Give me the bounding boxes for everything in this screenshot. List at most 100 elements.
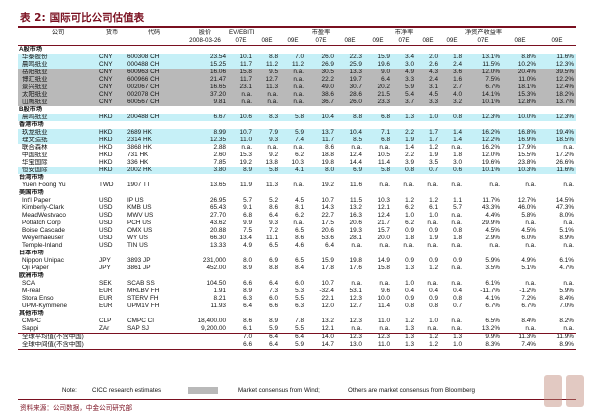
metric-value: 13.8 — [265, 159, 278, 166]
metric-value: 4.5% — [521, 227, 536, 234]
metric-value: 7.0% — [559, 302, 574, 310]
ticker: IP US — [127, 196, 144, 204]
company-name: Temple-Inland — [22, 242, 63, 249]
table-title-text: 国际可比公司估值表 — [49, 12, 145, 24]
section-header-row: 美国市场 — [18, 189, 576, 197]
metric-value: 13.7 — [306, 129, 336, 137]
metric-value: 5.9% — [485, 257, 500, 264]
table-body: 公司货币代码股价EV/EBITDA市盈率市净率净资产收益率2008-03-260… — [18, 29, 576, 350]
section-header-row: A股市场 — [18, 46, 576, 54]
metric-value: 10.3 — [291, 159, 304, 166]
ticker: 002078 CH — [126, 91, 182, 99]
header-cell: 货币 — [105, 29, 119, 36]
price: 15.25 — [182, 61, 228, 69]
section-label: 美国市场 — [19, 189, 44, 197]
company-name: Int'l Paper — [22, 196, 51, 204]
header-cell — [126, 37, 182, 46]
metric-value: 12.4 — [349, 151, 362, 159]
metric-value: 11.7 — [228, 76, 254, 84]
metric-value: 0.4 — [429, 287, 438, 295]
metric-value: 5.1% — [521, 264, 536, 272]
metric-value: 0.4 — [405, 287, 414, 295]
price: 21.47 — [182, 76, 228, 84]
metric-value: 1.8 — [453, 151, 462, 159]
metric-value: 16.2% — [464, 129, 502, 137]
metric-value: 11.2 — [254, 61, 280, 69]
metric-value: 22.1 — [321, 295, 334, 302]
metric-value: 1.1 — [453, 196, 462, 204]
metric-value: 8.8% — [502, 53, 538, 62]
metric-value: 15.8 — [377, 264, 390, 272]
metric-value: 4.9 — [392, 68, 416, 77]
company-name: CMPC — [22, 317, 41, 325]
metric-value: 1.0 — [429, 317, 438, 325]
ticker: 2689 HK — [126, 129, 182, 137]
metric-value: 6.8 — [364, 113, 392, 122]
metric-value: n.a. — [525, 219, 536, 227]
metric-value: 12.7 — [349, 302, 362, 310]
price: 37.20 — [182, 91, 228, 99]
table-row: 联合森林 HKD 3868 HK 2.88 n.a. n.a. n.a. 8.6 n.a. n.a… — [18, 144, 576, 152]
metric-value: 1.8 — [440, 53, 464, 62]
metric-value: 8.3 — [254, 113, 280, 122]
metric-value: n.a. — [280, 98, 306, 107]
currency: EUR — [99, 295, 113, 302]
table-row: 华泰股份 CNY 600308 CH 23.54 10.1 8.8 7.0 26.0 22.3 1… — [18, 53, 576, 62]
table-row: 华宝国际 HKD 336 HK 7.85 19.2 13.8 10.3 19.8 14.4 11.… — [18, 159, 576, 167]
metric-value: 14.0 — [306, 332, 336, 342]
metric-value: 11.7 — [228, 61, 254, 69]
company-name: Oji Paper — [22, 264, 49, 272]
metric-value: 4.3 — [416, 68, 440, 77]
metric-value: 13.7% — [538, 98, 576, 107]
currency: HKD — [98, 136, 126, 145]
metric-value: 12.8% — [502, 98, 538, 107]
metric-value: 13.0 — [336, 341, 364, 350]
company-name: 太阳纸业 — [18, 91, 98, 99]
metric-value: 1.8 — [405, 234, 414, 242]
metric-value: 15.3% — [502, 91, 538, 99]
currency: CLP — [99, 317, 112, 325]
price: 27.70 — [210, 212, 226, 219]
metric-value: n.a. — [254, 91, 280, 99]
metric-value: 12.3% — [538, 113, 576, 122]
metric-value: 5.8 — [280, 113, 306, 122]
metric-value: 0.9 — [429, 227, 438, 234]
metric-value: 17.8 — [321, 264, 334, 272]
metric-value: 1.4 — [440, 136, 464, 145]
metric-value: n.a. — [427, 279, 438, 287]
summary-row: 全球中间值(不含中国) 6.6 6.4 5.9 14.7 13.0 11.0 1.3 1.2 1.… — [18, 341, 576, 350]
price: 7.85 — [213, 159, 226, 166]
metric-value: 14.9 — [377, 257, 390, 264]
ticker: WY US — [127, 234, 148, 242]
metric-value: 11.5 — [350, 196, 362, 204]
ticker: TIN US — [127, 242, 148, 249]
metric-value: 10.0% — [502, 113, 538, 122]
metric-value: n.a. — [525, 279, 536, 287]
metric-value: 1.3 — [392, 341, 416, 350]
metric-value: 53.1 — [349, 287, 362, 295]
metric-value: n.a. — [489, 242, 500, 249]
ticker: 2314 HK — [126, 136, 182, 145]
metric-value: 11.3 — [266, 181, 278, 189]
metric-value: 4.6 — [295, 242, 304, 249]
metric-value: 6.5% — [485, 317, 500, 325]
metric-value: 13.1% — [464, 53, 502, 62]
section-header-row: 香港市场 — [18, 121, 576, 129]
metric-value: 16.8% — [502, 129, 538, 137]
metric-value: 11.3 — [254, 83, 280, 92]
metric-value: 6.1% — [485, 279, 500, 287]
metric-value: 0.9 — [453, 257, 462, 264]
section-label: 其他市场 — [19, 310, 44, 317]
metric-value: 6.6 — [228, 341, 254, 350]
metric-value: 5.7 — [243, 196, 252, 204]
metric-value: 19.8 — [321, 159, 334, 166]
header-cell: 净资产收益率 — [465, 29, 502, 36]
metric-value: 4.5 — [416, 91, 440, 99]
metric-value: 6.4 — [325, 242, 334, 249]
metric-value: 14.7 — [306, 341, 336, 350]
metric-value: n.a. — [451, 325, 462, 332]
table-row: SCA SEK SCAB SS 104.50 6.6 6.4 6.0 10.7 n.a. n.a.… — [18, 280, 576, 288]
metric-value: 26.0 — [306, 53, 336, 62]
metric-value: 12.0 — [321, 302, 334, 310]
header-cell: 股价 — [198, 29, 212, 36]
